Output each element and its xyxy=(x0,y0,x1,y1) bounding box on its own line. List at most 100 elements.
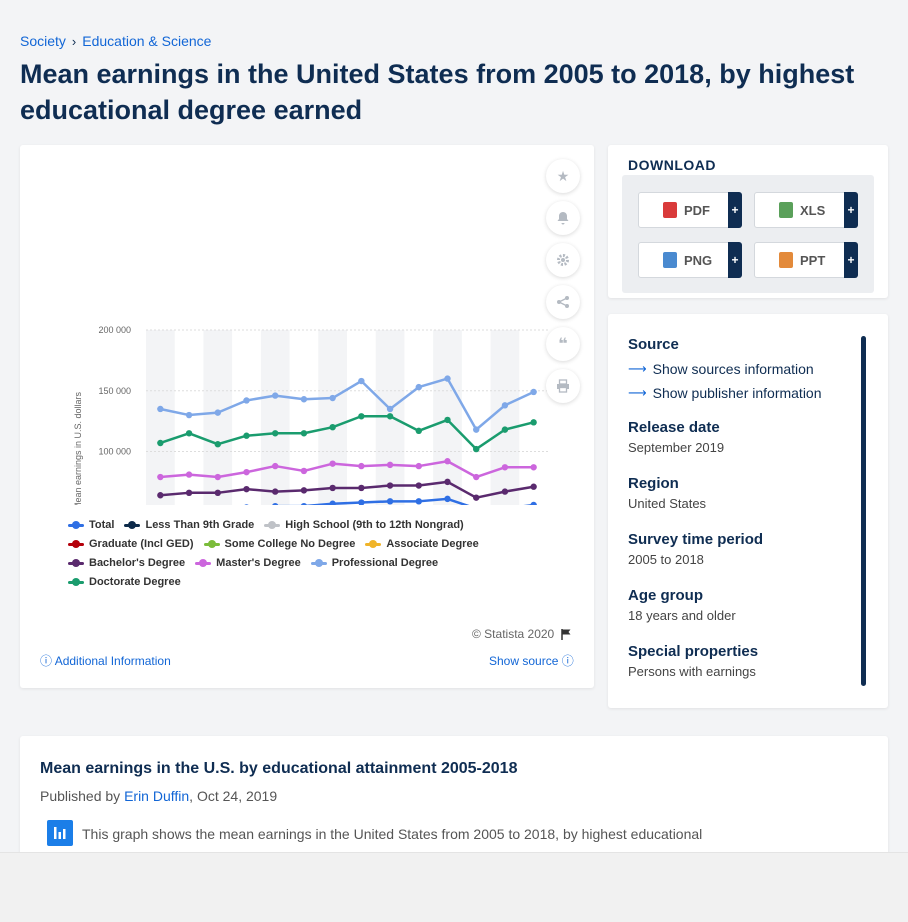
data-point[interactable] xyxy=(358,484,365,492)
data-point[interactable] xyxy=(272,488,279,495)
series-line[interactable] xyxy=(160,459,534,479)
data-point[interactable] xyxy=(444,495,451,503)
quote-icon[interactable]: ❝ xyxy=(546,327,580,361)
data-point[interactable] xyxy=(272,430,279,437)
data-point[interactable] xyxy=(444,478,451,486)
data-point[interactable] xyxy=(386,482,394,489)
download-ppt-button[interactable]: PPT + xyxy=(754,242,858,278)
data-point[interactable] xyxy=(386,405,394,413)
data-point[interactable] xyxy=(415,482,422,489)
data-point[interactable] xyxy=(329,484,336,492)
show-sources-link[interactable]: ⟶ Show sources information xyxy=(628,357,853,381)
download-pdf-plus[interactable]: + xyxy=(728,192,742,228)
data-point[interactable] xyxy=(473,473,480,481)
show-source-link[interactable]: Show source ⓘ xyxy=(489,652,574,669)
series-line[interactable] xyxy=(160,497,534,505)
breadcrumb-society[interactable]: Society xyxy=(20,33,66,49)
data-point[interactable] xyxy=(243,468,250,476)
data-point[interactable] xyxy=(386,461,394,469)
download-pdf-button[interactable]: PDF + xyxy=(638,192,742,228)
data-point[interactable] xyxy=(272,462,279,470)
star-icon[interactable]: ★ xyxy=(546,159,580,193)
data-point[interactable] xyxy=(444,458,451,465)
data-point[interactable] xyxy=(415,383,422,391)
data-point[interactable] xyxy=(157,492,164,499)
data-point[interactable] xyxy=(300,430,308,437)
data-point[interactable] xyxy=(415,427,422,435)
data-point[interactable] xyxy=(386,413,394,420)
data-point[interactable] xyxy=(157,405,164,413)
data-point[interactable] xyxy=(530,388,537,396)
bell-icon[interactable] xyxy=(546,201,580,235)
additional-information-link[interactable]: ⓘ Additional Information xyxy=(40,652,171,669)
data-point[interactable] xyxy=(243,397,250,404)
data-point[interactable] xyxy=(444,416,451,424)
data-point[interactable] xyxy=(272,502,279,505)
data-point[interactable] xyxy=(530,419,537,426)
data-point[interactable] xyxy=(530,464,537,471)
data-point[interactable] xyxy=(358,462,365,470)
source-scrollbar[interactable] xyxy=(861,336,866,686)
data-point[interactable] xyxy=(530,501,537,505)
data-point[interactable] xyxy=(214,441,221,448)
data-point[interactable] xyxy=(300,467,308,475)
data-point[interactable] xyxy=(214,473,221,481)
data-point[interactable] xyxy=(415,498,422,505)
data-point[interactable] xyxy=(300,396,308,403)
share-icon[interactable] xyxy=(546,285,580,319)
data-point[interactable] xyxy=(214,409,221,416)
data-point[interactable] xyxy=(444,375,451,382)
data-point[interactable] xyxy=(157,473,164,481)
data-point[interactable] xyxy=(473,426,480,433)
data-point[interactable] xyxy=(501,402,509,409)
data-point[interactable] xyxy=(185,411,193,419)
download-png-button[interactable]: PNG + xyxy=(638,242,742,278)
legend-item[interactable]: Professional Degree xyxy=(310,557,438,569)
data-point[interactable] xyxy=(329,394,336,402)
legend-item[interactable]: Graduate (Incl GED) xyxy=(68,538,194,550)
data-point[interactable] xyxy=(473,494,480,501)
data-point[interactable] xyxy=(243,504,249,505)
data-point[interactable] xyxy=(386,498,394,505)
author-link[interactable]: Erin Duffin xyxy=(124,788,190,804)
data-point[interactable] xyxy=(243,432,250,439)
gear-icon[interactable] xyxy=(546,243,580,277)
legend-item[interactable]: High School (9th to 12th Nongrad) xyxy=(264,519,464,531)
download-xls-plus[interactable]: + xyxy=(844,192,858,228)
data-point[interactable] xyxy=(501,464,509,471)
data-point[interactable] xyxy=(185,471,193,478)
download-xls-button[interactable]: XLS + xyxy=(754,192,858,228)
legend-item[interactable]: Doctorate Degree xyxy=(68,576,181,588)
breadcrumb-education-science[interactable]: Education & Science xyxy=(82,33,212,49)
legend-item[interactable]: Bachelor's Degree xyxy=(68,557,185,569)
data-point[interactable] xyxy=(501,488,509,495)
download-png-plus[interactable]: + xyxy=(728,242,742,278)
series-line[interactable] xyxy=(160,377,535,431)
data-point[interactable] xyxy=(272,392,279,399)
data-point[interactable] xyxy=(300,502,307,505)
data-point[interactable] xyxy=(185,430,193,437)
data-point[interactable] xyxy=(530,483,537,490)
data-point[interactable] xyxy=(358,377,365,385)
data-point[interactable] xyxy=(214,489,221,497)
data-point[interactable] xyxy=(501,426,509,433)
data-point[interactable] xyxy=(358,413,365,420)
data-point[interactable] xyxy=(329,460,336,467)
data-point[interactable] xyxy=(329,500,336,505)
data-point[interactable] xyxy=(415,462,422,470)
print-icon[interactable] xyxy=(546,369,580,403)
show-publisher-link[interactable]: ⟶ Show publisher information xyxy=(628,381,853,405)
legend-item[interactable]: Less Than 9th Grade xyxy=(124,519,254,531)
flag-icon[interactable] xyxy=(560,628,572,640)
data-point[interactable] xyxy=(473,445,480,453)
data-point[interactable] xyxy=(185,489,193,497)
series-line[interactable] xyxy=(159,415,534,451)
data-point[interactable] xyxy=(300,487,308,494)
legend-item[interactable]: Master's Degree xyxy=(195,557,301,569)
data-point[interactable] xyxy=(243,485,250,493)
legend-item[interactable]: Associate Degree xyxy=(365,538,479,550)
download-ppt-plus[interactable]: + xyxy=(844,242,858,278)
series-line[interactable] xyxy=(160,480,534,499)
legend-item[interactable]: Total xyxy=(68,519,114,531)
legend-item[interactable]: Some College No Degree xyxy=(203,538,355,550)
